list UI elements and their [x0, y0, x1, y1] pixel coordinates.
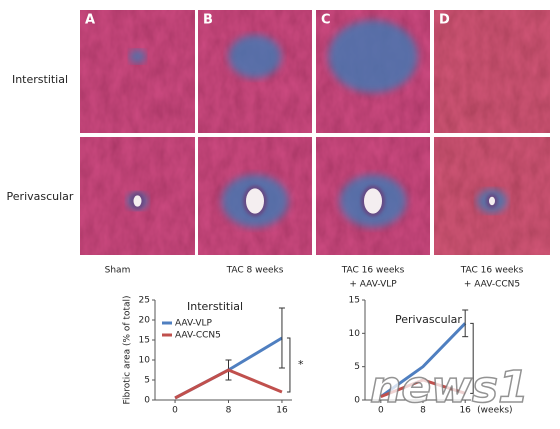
series-line: [379, 322, 467, 398]
annotation: *: [298, 358, 304, 371]
vessel-lumen: [246, 188, 264, 214]
charts: 0 5 10 15 20 25 0 8 16 Fibrotic area (% of total)…: [123, 295, 513, 415]
panel-letter: D: [439, 13, 450, 28]
histology-panel: [434, 137, 550, 255]
column-label: TAC 16 weeks: [341, 266, 405, 276]
histology-panel: B: [198, 10, 312, 133]
histology-panel: C: [316, 10, 430, 133]
histology-panel: [198, 137, 312, 255]
chart-title: Perivascular: [395, 313, 462, 326]
tissue-tint: [434, 10, 550, 133]
y-tick-label: 5: [144, 376, 150, 386]
bracket: [286, 337, 291, 393]
column-label: Sham: [105, 266, 131, 276]
series-line: [174, 368, 283, 400]
x-tick-label: 0: [378, 406, 384, 416]
x-tick-label: 8: [420, 406, 426, 416]
column-label: + AAV-CCN5: [464, 280, 520, 290]
histology-panel: [316, 137, 430, 255]
panel-letter: B: [203, 13, 213, 28]
y-tick-label: 10: [349, 329, 361, 339]
vessel-lumen: [489, 196, 495, 206]
fibrosis: [328, 20, 418, 93]
y-tick-label: 0: [354, 396, 360, 406]
tissue-tint: [80, 10, 195, 133]
x-tick-label: 0: [172, 406, 178, 416]
panel-letter: A: [85, 13, 95, 28]
column-label: TAC 16 weeks: [460, 266, 524, 276]
bracket: [470, 322, 474, 394]
histology-panel: [80, 137, 195, 255]
x-axis-label: (weeks): [477, 406, 512, 416]
fibrosis: [228, 34, 282, 79]
column-label: TAC 8 weeks: [226, 266, 284, 276]
row-label: Perivascular: [7, 190, 74, 203]
x-tick-label: 16: [459, 406, 471, 416]
fibrosis: [129, 49, 146, 64]
x-tick-label: 16: [276, 406, 288, 416]
column-label: + AAV-VLP: [349, 280, 397, 290]
legend-label: AAV-CCN5: [175, 331, 221, 341]
series-line: [380, 378, 466, 399]
histology-panel: A: [80, 10, 195, 133]
legend-label: AAV-VLP: [175, 319, 213, 329]
vessel-lumen: [364, 188, 382, 214]
row-label: Interstitial: [12, 73, 68, 86]
histology-images: A B C D Interstitial Perivascular Sham TAC 8 we…: [7, 10, 550, 290]
y-tick-label: 0: [144, 396, 150, 406]
x-tick-label: 8: [226, 406, 232, 416]
y-tick-label: 10: [139, 356, 151, 366]
y-tick-label: 25: [139, 296, 150, 306]
y-axis-label: Fibrotic area (% of total): [123, 295, 133, 404]
y-tick-label: 5: [354, 362, 360, 372]
watermark: news1: [370, 362, 529, 413]
y-tick-label: 15: [139, 336, 150, 346]
histology-panel: D: [434, 10, 550, 133]
chart-title: Interstitial: [187, 300, 243, 313]
vessel-lumen: [133, 195, 142, 207]
y-tick-label: 20: [139, 316, 151, 326]
panel-letter: C: [321, 13, 331, 28]
y-tick-label: 15: [349, 296, 360, 306]
